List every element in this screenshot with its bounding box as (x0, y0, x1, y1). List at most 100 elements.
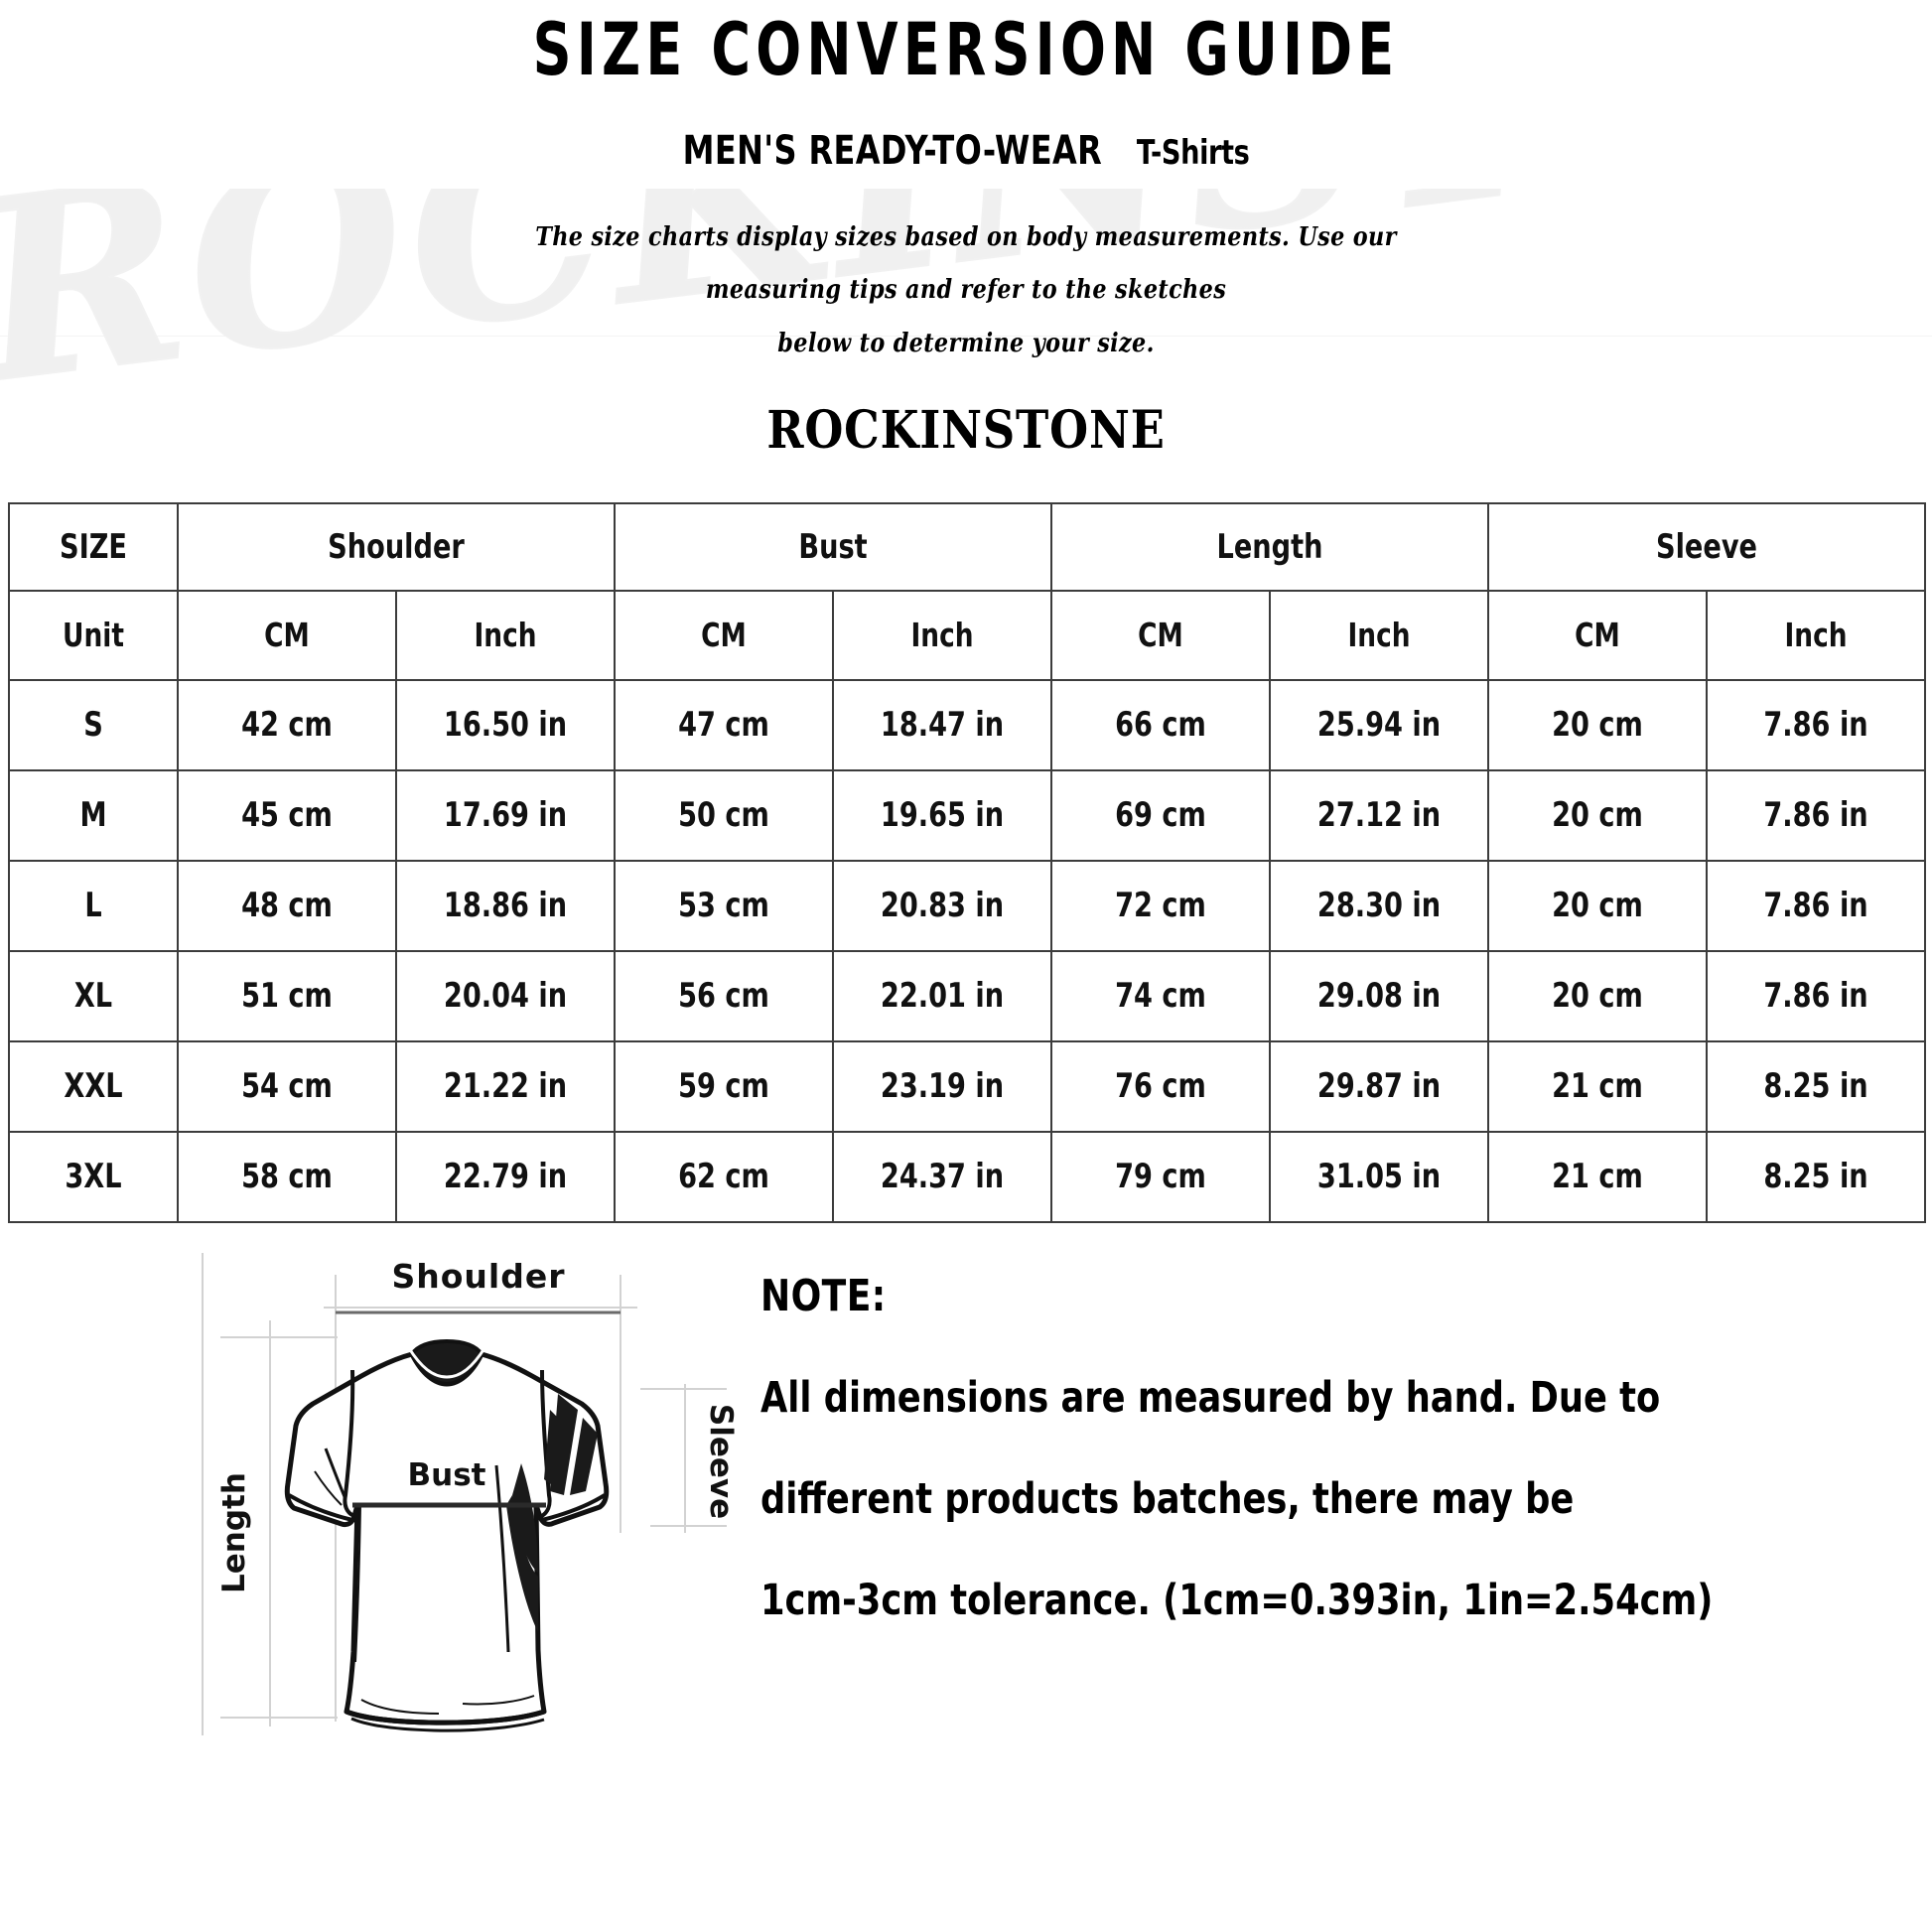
cell-length-cm: 69 cm (1050, 768, 1272, 862)
sketch-label-shoulder: Shoulder (391, 1257, 565, 1296)
cell-size: M (8, 768, 179, 862)
table-row: XXL 54 cm 21.22 in 59 cm 23.19 in 76 cm … (8, 1039, 1927, 1133)
brand-name: ROCKINSTONE (766, 399, 1166, 461)
cell-bust-cm: 59 cm (614, 1039, 835, 1133)
note-title: NOTE: (760, 1270, 887, 1321)
cell-sleeve-cm: 20 cm (1487, 859, 1709, 952)
cell-sleeve-inch: 7.86 in (1706, 859, 1927, 952)
unit-cell-sleeve-cm: CM (1487, 589, 1709, 681)
unit-cell-length-cm: CM (1050, 589, 1272, 681)
cell-bust-cm: 56 cm (614, 949, 835, 1042)
cell-sleeve-inch: 7.86 in (1706, 678, 1927, 771)
page-subtitle: MEN'S READY-TO-WEAR T-Shirts (194, 128, 1739, 174)
cell-bust-cm: 47 cm (614, 678, 835, 771)
note-line-3: 1cm-3cm tolerance. (1cm=0.393in, 1in=2.5… (760, 1575, 1714, 1625)
cell-sleeve-inch: 8.25 in (1706, 1130, 1927, 1223)
table-row: M 45 cm 17.69 in 50 cm 19.65 in 69 cm 27… (8, 768, 1927, 862)
header-cell-shoulder: Shoulder (176, 501, 617, 592)
subtitle-product: T-Shirts (1136, 133, 1250, 173)
size-table-container: SIZE Shoulder Bust Length Sleeve (8, 501, 1927, 1223)
cell-length-cm: 72 cm (1050, 859, 1272, 952)
cell-sleeve-cm: 21 cm (1487, 1039, 1709, 1133)
cell-bust-inch: 22.01 in (832, 949, 1053, 1042)
cell-bust-inch: 24.37 in (832, 1130, 1053, 1223)
unit-cell-bust-inch: Inch (832, 589, 1053, 681)
cell-shoulder-cm: 42 cm (177, 678, 397, 771)
page-title: SIZE CONVERSION GUIDE (532, 8, 1400, 92)
cell-length-inch: 25.94 in (1269, 678, 1490, 771)
cell-bust-cm: 62 cm (614, 1130, 835, 1223)
sketch-label-length: Length (216, 1472, 252, 1593)
unit-cell-sleeve-inch: Inch (1706, 589, 1927, 681)
cell-sleeve-inch: 7.86 in (1706, 949, 1927, 1042)
cell-length-cm: 66 cm (1050, 678, 1272, 771)
cell-length-cm: 74 cm (1050, 949, 1272, 1042)
cell-shoulder-inch: 21.22 in (394, 1039, 617, 1133)
cell-sleeve-cm: 20 cm (1487, 949, 1709, 1042)
bottom-section: Shoulder Bust Length Sleeve NOTE: All di… (0, 1234, 1932, 1741)
cell-shoulder-cm: 51 cm (177, 949, 397, 1042)
cell-bust-cm: 53 cm (614, 859, 835, 952)
cell-shoulder-inch: 22.79 in (394, 1130, 617, 1223)
cell-length-inch: 27.12 in (1269, 768, 1490, 862)
cell-size: L (8, 859, 179, 952)
cell-length-inch: 29.87 in (1269, 1039, 1490, 1133)
cell-length-cm: 76 cm (1050, 1039, 1272, 1133)
cell-length-inch: 31.05 in (1269, 1130, 1490, 1223)
description-line-2: below to determine your size. (777, 328, 1155, 358)
cell-bust-inch: 19.65 in (832, 768, 1053, 862)
header-cell-sleeve: Sleeve (1487, 501, 1927, 592)
cell-size: 3XL (8, 1130, 179, 1223)
header-cell-size: SIZE (8, 501, 179, 592)
table-row: L 48 cm 18.86 in 53 cm 20.83 in 72 cm 28… (8, 859, 1927, 952)
cell-bust-inch: 18.47 in (832, 678, 1053, 771)
note-line-2: different products batches, there may be (760, 1473, 1575, 1524)
table-unit-row: Unit CM Inch CM Inch CM (8, 589, 1927, 681)
cell-sleeve-cm: 20 cm (1487, 768, 1709, 862)
cell-shoulder-inch: 20.04 in (394, 949, 617, 1042)
tshirt-measurement-diagram: Shoulder Bust Length Sleeve (149, 1234, 745, 1741)
cell-shoulder-cm: 48 cm (177, 859, 397, 952)
header-cell-length: Length (1050, 501, 1490, 592)
cell-size: S (8, 678, 179, 771)
cell-shoulder-cm: 54 cm (177, 1039, 397, 1133)
unit-cell-length-inch: Inch (1269, 589, 1490, 681)
sketch-label-sleeve: Sleeve (703, 1404, 739, 1519)
unit-cell-bust-cm: CM (614, 589, 835, 681)
unit-cell-shoulder-inch: Inch (394, 589, 617, 681)
table-row: XL 51 cm 20.04 in 56 cm 22.01 in 74 cm 2… (8, 949, 1927, 1042)
cell-shoulder-cm: 58 cm (177, 1130, 397, 1223)
cell-shoulder-cm: 45 cm (177, 768, 397, 862)
cell-shoulder-inch: 17.69 in (394, 768, 617, 862)
tshirt-outline (284, 1338, 610, 1732)
cell-sleeve-cm: 20 cm (1487, 678, 1709, 771)
table-row: S 42 cm 16.50 in 47 cm 18.47 in 66 cm 25… (8, 678, 1927, 771)
guide-lines (202, 1252, 727, 1735)
cell-bust-inch: 23.19 in (832, 1039, 1053, 1133)
tshirt-sketch-svg: Shoulder Bust Length Sleeve (149, 1234, 745, 1741)
sketch-label-bust: Bust (408, 1457, 486, 1493)
size-conversion-table: SIZE Shoulder Bust Length Sleeve (8, 501, 1927, 1223)
cell-shoulder-inch: 16.50 in (394, 678, 617, 771)
cell-bust-cm: 50 cm (614, 768, 835, 862)
header-cell-bust: Bust (614, 501, 1053, 592)
cell-bust-inch: 20.83 in (832, 859, 1053, 952)
note-line-1: All dimensions are measured by hand. Due… (760, 1372, 1661, 1423)
cell-length-inch: 29.08 in (1269, 949, 1490, 1042)
table-row: 3XL 58 cm 22.79 in 62 cm 24.37 in 79 cm … (8, 1130, 1927, 1223)
cell-sleeve-inch: 7.86 in (1706, 768, 1927, 862)
cell-size: XL (8, 949, 179, 1042)
table-header-row: SIZE Shoulder Bust Length Sleeve (8, 501, 1927, 592)
cell-length-cm: 79 cm (1050, 1130, 1272, 1223)
unit-cell-label: Unit (8, 589, 179, 681)
note-block: NOTE: All dimensions are measured by han… (745, 1235, 1932, 1625)
subtitle-category: MEN'S READY-TO-WEAR (682, 128, 1103, 174)
cell-sleeve-cm: 21 cm (1487, 1130, 1709, 1223)
cell-size: XXL (8, 1039, 179, 1133)
cell-shoulder-inch: 18.86 in (394, 859, 617, 952)
description-line-1: The size charts display sizes based on b… (535, 222, 1397, 306)
page-description: The size charts display sizes based on b… (487, 211, 1444, 370)
unit-cell-shoulder-cm: CM (177, 589, 397, 681)
cell-length-inch: 28.30 in (1269, 859, 1490, 952)
